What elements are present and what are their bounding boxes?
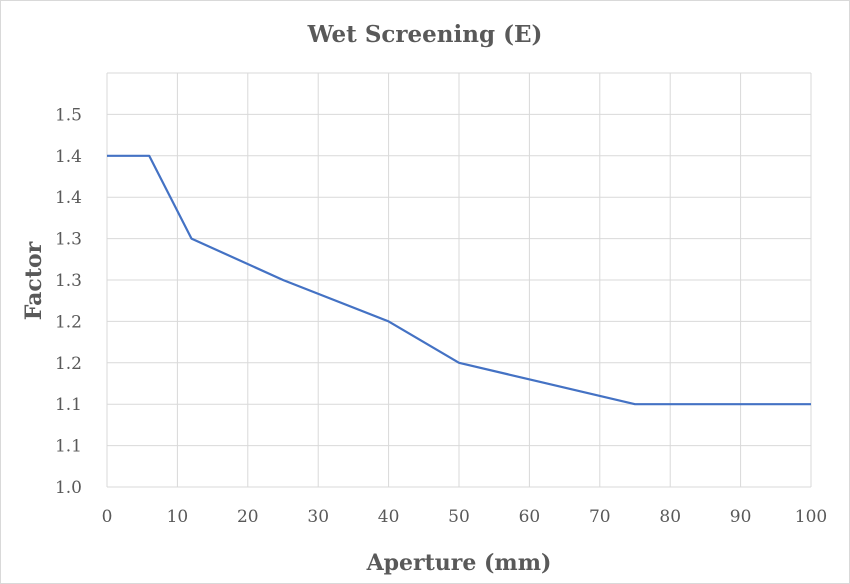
x-tick-label: 100	[795, 507, 827, 527]
y-tick-label: 1.0	[55, 478, 82, 498]
y-tick-label: 1.1	[55, 395, 82, 415]
y-tick-label: 1.4	[55, 147, 82, 167]
x-tick-label: 10	[167, 507, 189, 527]
y-tick-label: 1.1	[55, 437, 82, 457]
x-tick-label: 0	[102, 507, 113, 527]
x-tick-labels: 0 10 20 30 40 50 60 70 80 90 100	[102, 507, 828, 527]
y-axis-title: Factor	[21, 241, 47, 320]
y-tick-label: 1.3	[55, 230, 82, 250]
x-tick-label: 90	[730, 507, 752, 527]
series-layer	[107, 154, 811, 406]
x-tick-label: 50	[448, 507, 470, 527]
x-tick-label: 40	[378, 507, 400, 527]
y-tick-label: 1.4	[55, 188, 82, 208]
chart-title: Wet Screening (E)	[307, 21, 543, 48]
x-tick-label: 80	[659, 507, 681, 527]
y-tick-label: 1.5	[55, 105, 82, 125]
y-tick-labels: 1.0 1.1 1.1 1.2 1.2 1.3 1.3 1.4 1.4 1.5	[55, 105, 82, 498]
y-tick-label: 1.3	[55, 271, 82, 291]
x-tick-label: 60	[519, 507, 541, 527]
gridlines	[106, 72, 812, 488]
x-tick-label: 70	[589, 507, 611, 527]
x-tick-label: 30	[307, 507, 329, 527]
x-tick-label: 20	[237, 507, 259, 527]
y-tick-label: 1.2	[55, 312, 82, 332]
x-axis-title: Aperture (mm)	[366, 550, 552, 576]
series-line	[107, 154, 811, 406]
y-tick-label: 1.2	[55, 354, 82, 374]
